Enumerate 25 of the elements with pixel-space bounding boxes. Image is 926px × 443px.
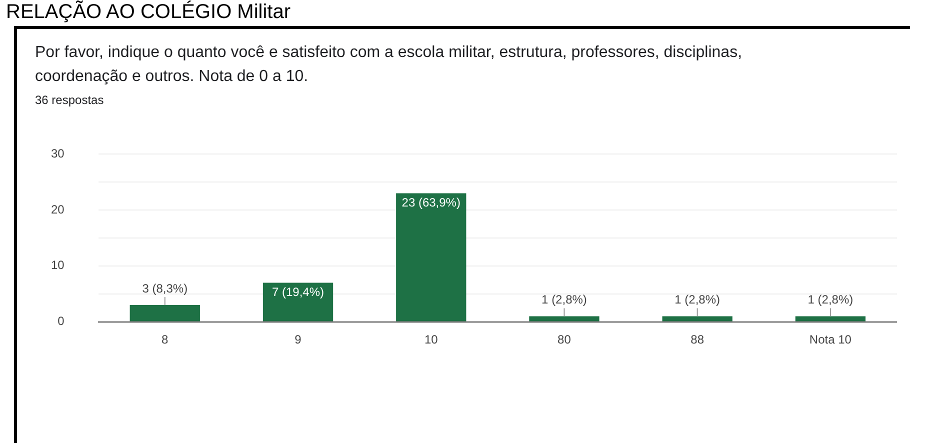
bar [130, 305, 200, 322]
bar [529, 316, 600, 322]
y-tick-label: 10 [50, 258, 65, 272]
x-tick-label: 10 [424, 332, 438, 346]
y-tick-label: 30 [50, 146, 65, 161]
bar [795, 316, 866, 322]
chart-subtitle: 36 respostas [35, 93, 105, 107]
y-tick-label: 0 [58, 314, 65, 328]
data-label: 1 (2,8%) [674, 292, 720, 307]
x-tick-label: 88 [690, 332, 704, 346]
x-tick-label: 8 [162, 332, 169, 346]
data-label: 7 (19,4%) [272, 285, 324, 300]
bar [662, 316, 732, 322]
text: RELAÇÃO AO COLÉGIO Militar [6, 0, 292, 24]
x-tick-label: 80 [558, 332, 572, 346]
bar [262, 282, 334, 322]
bar [396, 193, 466, 322]
x-tick-label: Nota 10 [809, 332, 852, 346]
y-tick-label: 20 [50, 202, 65, 216]
data-label: 3 (8,3%) [142, 281, 188, 296]
data-label: 1 (2,8%) [808, 292, 854, 307]
x-tick-label: 9 [294, 332, 302, 346]
data-label: 23 (63,9%) [402, 196, 460, 210]
data-label: 1 (2,8%) [542, 292, 587, 307]
chart-title: Por favor, indique o quanto você e satisfeito com a escola militar, estrutura, professores, disciplinas, coordenação e outros. Nota de 0 a 10. [35, 43, 744, 87]
